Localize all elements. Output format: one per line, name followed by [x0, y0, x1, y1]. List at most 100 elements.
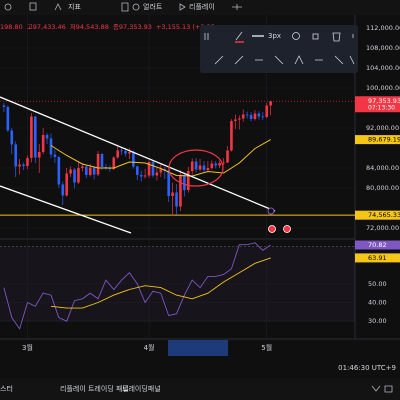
trend-line [0, 96, 276, 212]
price-label-box [355, 210, 400, 220]
rsi-line [3, 242, 271, 330]
candle-body [183, 175, 186, 190]
ohlc-legend: +3,155.13 (+3.35 [156, 23, 215, 31]
tab[interactable]: 리플레이 트레이딩 패널 [60, 384, 129, 393]
event-marker[interactable] [268, 225, 276, 233]
candle-body [132, 152, 135, 167]
candle-body [226, 150, 229, 163]
ohlc-legend: 198.80 [0, 23, 23, 31]
tab[interactable]: 트레이딩패널 [122, 384, 161, 393]
candle-body [194, 161, 198, 170]
candle-body [257, 113, 261, 117]
candle-body [116, 150, 119, 158]
icon [54, 3, 62, 11]
y-tick-label: 50.00 [368, 280, 387, 288]
candle-body [18, 164, 21, 167]
y-tick-label: 30.00 [368, 317, 387, 325]
candle-body [53, 154, 57, 157]
tab[interactable]: 스터 [0, 384, 13, 393]
y-tick-label: 72,000.00 [366, 224, 399, 232]
y-tick-label: 108,000.00 [366, 44, 400, 52]
ohlc-legend: 고97,433.46 [27, 23, 66, 31]
candle-body [198, 165, 202, 170]
candle-body [210, 163, 214, 168]
candle-body [269, 101, 272, 106]
candle-body [45, 135, 49, 139]
ohlc-legend: 저94,543.88 [70, 22, 109, 31]
rsi-ma-line [50, 257, 271, 309]
ohlc-legend: 종97,353.93 [113, 23, 152, 31]
trend-line [0, 185, 132, 234]
candle-body [100, 154, 104, 167]
line-handle[interactable] [267, 207, 275, 215]
clock: 01:46:30 UTC+9 [338, 364, 396, 372]
x-tick-label: 3월 [22, 343, 33, 352]
candle-body [222, 162, 225, 164]
candle-body [84, 166, 88, 175]
y-tick-label: 84,000.00 [366, 164, 399, 172]
icon [179, 3, 186, 11]
countdown: 07:13:30 [368, 105, 395, 112]
event-marker[interactable] [283, 225, 291, 233]
candle-body [206, 168, 210, 170]
candle-body [167, 170, 170, 196]
candle-body [14, 144, 17, 167]
candle-body [245, 114, 249, 116]
bottom-panel [0, 378, 400, 400]
y-tick-label: 112,000.00 [366, 24, 400, 32]
toolbar-button[interactable]: 리플레이 [189, 2, 215, 11]
toolbar-button[interactable]: 지표 [68, 2, 81, 11]
x-tick-label: 4월 [144, 343, 155, 352]
top-toolbar [0, 0, 400, 15]
icon [132, 3, 140, 11]
candle-body [26, 158, 29, 166]
candle-body [41, 135, 45, 152]
icon [232, 4, 242, 10]
candle-body [186, 171, 190, 190]
y-tick-label: 104,000.00 [366, 64, 400, 72]
settings-icon[interactable] [292, 32, 300, 40]
drawing-toolbar: 3px [200, 25, 358, 73]
candle-body [179, 175, 182, 207]
price-label: 70.82 [368, 241, 387, 249]
candle-body [73, 169, 76, 183]
candle-body [147, 162, 151, 176]
grip [204, 33, 209, 40]
drawing-tools[interactable] [214, 55, 355, 65]
candle-body [112, 157, 116, 169]
x-tick-label: 5월 [261, 343, 272, 352]
chart: 112,000.00 108,000.00 104,000.00 100,000.00… [0, 15, 400, 352]
panel-icons[interactable] [371, 385, 393, 393]
moving-average [50, 139, 271, 177]
candle-body [139, 175, 143, 177]
candle-body [265, 105, 269, 117]
candle-body [124, 151, 127, 154]
candle-body [30, 116, 33, 158]
price-label-box [355, 253, 400, 263]
toolbar-button[interactable]: 얼러트 [143, 2, 163, 11]
delete-icon[interactable] [332, 32, 341, 42]
candle-body [175, 192, 178, 207]
y-tick-label: 92,000.00 [366, 124, 399, 132]
candle-body [34, 116, 37, 158]
pen-icon[interactable] [235, 31, 243, 41]
lock-icon[interactable] [312, 33, 319, 40]
candle-body [65, 173, 68, 196]
candle-body [2, 105, 6, 107]
candle-body [88, 167, 92, 175]
candle-body [96, 154, 100, 175]
price-label-box [355, 135, 400, 145]
price-label: 63.91 [368, 254, 387, 262]
candle-body [61, 184, 65, 196]
candle-body [143, 175, 147, 177]
candle-body [37, 152, 41, 158]
candle-body [234, 119, 237, 121]
line-width[interactable]: 3px [268, 32, 281, 40]
last-price-box [355, 96, 400, 113]
candle-body [120, 150, 123, 152]
last-price-label: 97,353.93 [368, 97, 400, 105]
candle-body [6, 107, 10, 131]
candle-body [92, 167, 96, 175]
